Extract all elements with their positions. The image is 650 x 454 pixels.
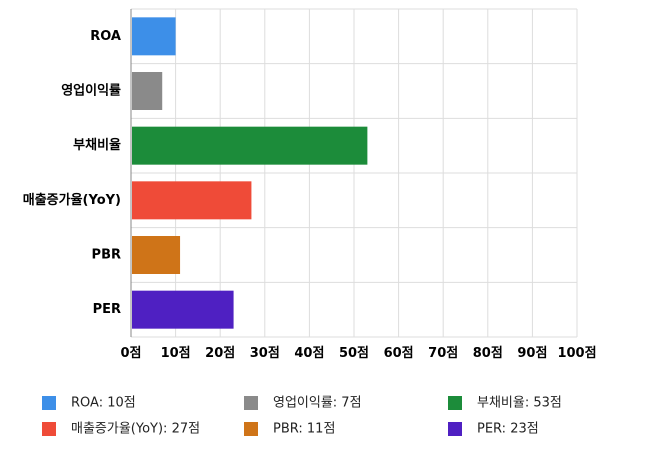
legend-swatch [244, 396, 258, 410]
bar[interactable] [132, 236, 181, 274]
x-tick-label: 0점 [120, 346, 141, 361]
legend-item: ROA: 10점 [71, 396, 136, 411]
legend-swatch [448, 422, 462, 436]
x-tick-label: 10점 [161, 346, 191, 361]
legend-swatch [244, 422, 258, 436]
legend-swatch [448, 396, 462, 410]
legend-item: PER: 23점 [477, 422, 539, 437]
x-tick-label: 50점 [339, 346, 369, 361]
x-tick-label: 100점 [557, 346, 596, 361]
x-tick-label: 60점 [384, 346, 414, 361]
legend-swatch [42, 422, 56, 436]
category-label: ROA [90, 29, 121, 44]
x-tick-label: 70점 [428, 346, 458, 361]
category-label: PER [93, 302, 121, 317]
category-label: 매출증가율(YoY) [23, 192, 121, 208]
legend-item: 매출증가율(YoY): 27점 [71, 422, 200, 437]
bar[interactable] [132, 290, 234, 329]
x-tick-label: 30점 [250, 346, 280, 361]
legend-swatch [42, 396, 56, 410]
bar[interactable] [132, 126, 368, 165]
x-tick-label: 80점 [473, 346, 503, 361]
bar[interactable] [132, 17, 176, 56]
x-tick-label: 90점 [517, 346, 547, 361]
x-tick-label: 20점 [205, 346, 235, 361]
bar[interactable] [132, 72, 163, 110]
bar[interactable] [132, 181, 252, 220]
x-tick-label: 40점 [294, 346, 324, 361]
legend-item: 부채비율: 53점 [477, 396, 562, 411]
category-label: 부채비율 [73, 137, 121, 153]
category-label: 영업이익률 [61, 83, 121, 99]
legend-item: 영업이익률: 7점 [273, 396, 362, 411]
category-label: PBR [92, 248, 121, 263]
legend-item: PBR: 11점 [273, 422, 335, 437]
